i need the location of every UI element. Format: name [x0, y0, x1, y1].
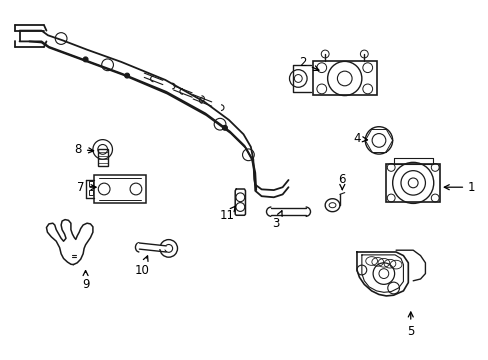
Circle shape: [124, 73, 129, 78]
Text: 11: 11: [220, 206, 235, 222]
Text: 4: 4: [352, 132, 367, 145]
Text: 6: 6: [338, 174, 346, 190]
Text: 5: 5: [406, 312, 414, 338]
Polygon shape: [88, 181, 93, 186]
Text: 9: 9: [81, 271, 89, 291]
Circle shape: [83, 57, 88, 62]
Text: 1: 1: [444, 181, 475, 194]
Text: 2: 2: [299, 57, 318, 71]
Text: 7: 7: [77, 181, 96, 194]
Circle shape: [222, 125, 227, 130]
Polygon shape: [88, 190, 93, 195]
Polygon shape: [98, 149, 107, 166]
Text: 8: 8: [74, 143, 93, 156]
Polygon shape: [94, 175, 145, 203]
Text: 3: 3: [272, 211, 282, 230]
Text: 10: 10: [134, 256, 149, 276]
Polygon shape: [386, 164, 439, 202]
Polygon shape: [312, 61, 376, 95]
